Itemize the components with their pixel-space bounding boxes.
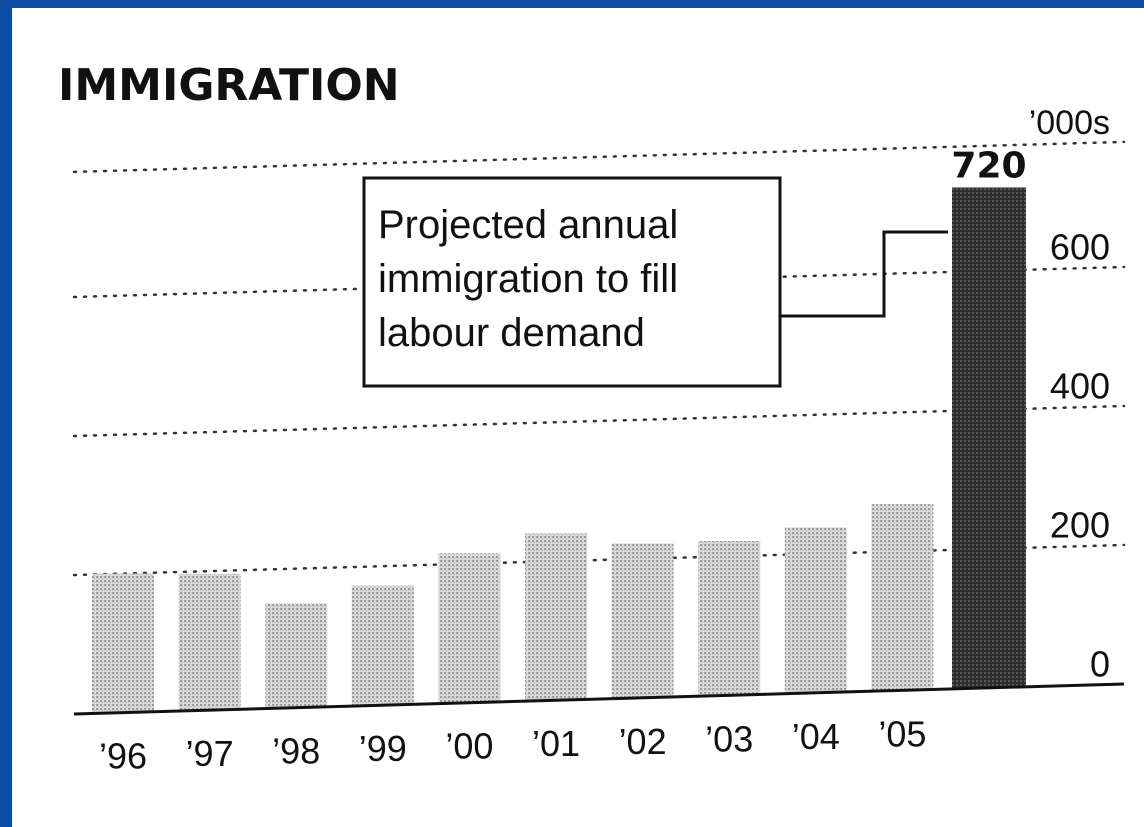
x-tick-label-8: ’04 <box>792 716 840 757</box>
annotation-line-1: Projected annual <box>378 203 678 247</box>
projected-value-label: 720 <box>951 145 1026 186</box>
unit-label: ’000s <box>1029 104 1110 142</box>
bar-5 <box>525 533 587 701</box>
immigration-chart: IMMIGRATION ’000s 720 Projected annual i… <box>58 60 1126 777</box>
bar-4 <box>438 553 501 703</box>
bars: 720 <box>92 145 1027 713</box>
x-tick-label-7: ’03 <box>705 718 753 759</box>
annotation-line-2: immigration to fill <box>378 257 678 301</box>
bar-7 <box>698 540 761 696</box>
bar-1 <box>178 573 241 711</box>
x-tick-label-6: ’02 <box>619 721 667 762</box>
annotation-line-3: labour demand <box>378 311 645 355</box>
x-tick-labels: ’96 ’97 ’98 ’99 ’00 ’01 ’02 ’03 ’04 ’05 <box>99 713 926 776</box>
bar-6 <box>611 543 674 698</box>
bar-8 <box>784 527 847 693</box>
y-tick-label-0: 0 <box>1090 643 1110 684</box>
x-tick-label-9: ’05 <box>878 713 926 754</box>
annotation-box <box>362 176 782 388</box>
annotation: Projected annual immigration to fill lab… <box>362 176 948 388</box>
y-tick-labels: 0 200 400 600 <box>1050 226 1110 684</box>
bar-9 <box>871 504 934 691</box>
bar-2 <box>265 603 328 708</box>
x-tick-label-3: ’99 <box>359 728 407 769</box>
annotation-leader-line <box>780 230 948 318</box>
x-tick-label-4: ’00 <box>445 726 493 767</box>
x-tick-label-5: ’01 <box>532 723 580 764</box>
chart-title: IMMIGRATION <box>58 60 400 111</box>
bar-0 <box>92 573 154 713</box>
y-tick-label-2: 400 <box>1050 365 1110 406</box>
x-tick-label-1: ’97 <box>186 733 234 774</box>
x-tick-label-2: ’98 <box>272 731 320 772</box>
bar-projected <box>952 187 1026 688</box>
x-axis-baseline <box>73 682 1125 716</box>
bar-3 <box>351 585 414 706</box>
x-tick-label-0: ’96 <box>99 736 147 777</box>
y-tick-label-3: 600 <box>1050 226 1110 267</box>
chart-frame: IMMIGRATION ’000s 720 Projected annual i… <box>12 8 1144 827</box>
y-tick-label-1: 200 <box>1050 504 1110 545</box>
